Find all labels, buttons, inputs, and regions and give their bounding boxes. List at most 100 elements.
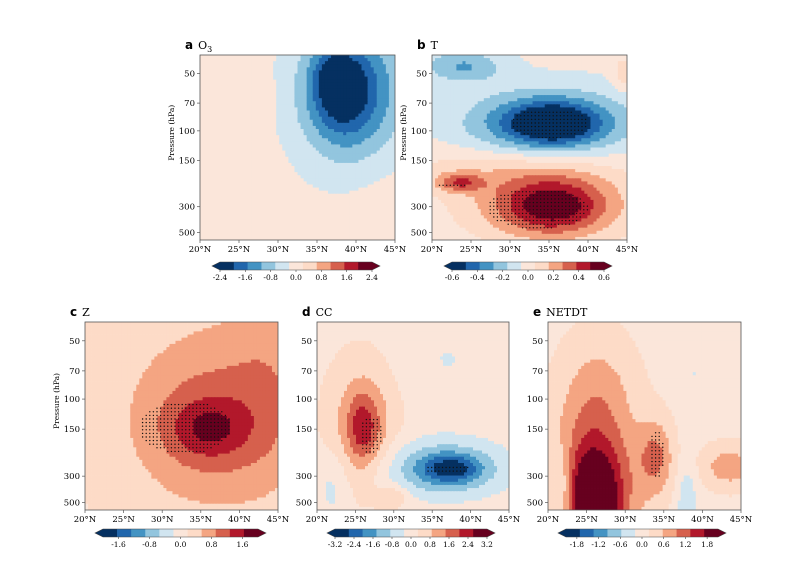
heatmap-cell	[361, 132, 365, 136]
heatmap-cell	[367, 119, 372, 124]
heatmap-cell	[553, 88, 558, 93]
heatmap-cell	[529, 58, 533, 62]
heatmap-cell	[547, 92, 552, 96]
heatmap-cell	[578, 67, 582, 71]
heatmap-cell	[318, 236, 323, 240]
heatmap-cell	[303, 215, 308, 219]
heatmap-cell	[282, 138, 286, 142]
heatmap-cell	[584, 88, 588, 93]
heatmap-cell	[379, 95, 384, 99]
heatmap-cell	[279, 110, 283, 114]
heatmap-cell	[218, 144, 222, 148]
heatmap-cell	[590, 73, 594, 77]
heatmap-cell	[346, 190, 350, 195]
heatmap-cell	[254, 92, 259, 96]
heatmap-cell	[242, 95, 247, 99]
heatmap-cell	[291, 184, 295, 188]
heatmap-cell	[566, 79, 570, 84]
heatmap-cell	[254, 125, 259, 130]
heatmap-cell	[236, 169, 241, 173]
heatmap-cell	[270, 98, 274, 102]
heatmap-cell	[297, 153, 301, 158]
heatmap-cell	[200, 227, 204, 232]
heatmap-cell	[245, 58, 250, 62]
heatmap-cell	[300, 85, 304, 90]
heatmap-cell	[291, 76, 295, 81]
heatmap-cell	[215, 212, 219, 216]
heatmap-cell	[248, 193, 253, 198]
heatmap-cell	[212, 150, 216, 155]
heatmap-cell	[349, 172, 353, 176]
heatmap-cell	[623, 92, 627, 96]
heatmap-cell	[324, 218, 329, 222]
heatmap-cell	[376, 113, 381, 118]
heatmap-cell	[312, 190, 317, 195]
heatmap-cell	[309, 61, 314, 65]
heatmap-cell	[334, 181, 338, 185]
heatmap-cell	[532, 76, 536, 81]
heatmap-cell	[294, 233, 298, 238]
heatmap-cell	[343, 215, 347, 219]
heatmap-cell	[520, 58, 524, 62]
heatmap-cell	[358, 141, 362, 145]
heatmap-cell	[203, 227, 207, 232]
heatmap-cell	[379, 132, 384, 136]
heatmap-cell	[248, 169, 253, 173]
heatmap-cell	[282, 206, 286, 210]
heatmap-cell	[514, 85, 518, 90]
heatmap-cell	[520, 98, 524, 102]
heatmap-cell	[340, 203, 344, 207]
heatmap-cell	[224, 172, 228, 176]
heatmap-cell	[318, 70, 323, 74]
heatmap-cell	[224, 181, 228, 185]
heatmap-cell	[367, 218, 372, 222]
heatmap-cell	[254, 113, 259, 118]
heatmap-cell	[388, 175, 393, 179]
heatmap-cell	[203, 224, 207, 229]
heatmap-cell	[315, 98, 320, 102]
heatmap-cell	[242, 110, 247, 114]
heatmap-cell	[391, 122, 395, 127]
heatmap-cell	[382, 212, 387, 216]
heatmap-cell	[297, 98, 301, 102]
heatmap-cell	[230, 58, 234, 62]
heatmap-cell	[315, 67, 320, 71]
heatmap-cell	[517, 55, 521, 59]
heatmap-cell	[331, 85, 335, 90]
heatmap-cell	[364, 76, 368, 81]
heatmap-cell	[303, 209, 308, 213]
heatmap-cell	[343, 199, 347, 204]
heatmap-cell	[260, 104, 265, 108]
heatmap-cell	[382, 172, 387, 176]
heatmap-cell	[468, 64, 473, 68]
heatmap-cell	[300, 141, 304, 145]
heatmap-cell	[291, 107, 295, 111]
heatmap-cell	[346, 129, 350, 133]
heatmap-cell	[587, 104, 591, 108]
heatmap-cell	[343, 178, 347, 182]
heatmap-cell	[456, 95, 460, 99]
heatmap-cell	[242, 141, 247, 145]
heatmap-cell	[337, 184, 341, 188]
heatmap-cell	[465, 58, 469, 62]
heatmap-cell	[239, 199, 244, 204]
heatmap-cell	[200, 79, 204, 84]
heatmap-cell	[623, 76, 627, 81]
heatmap-cell	[203, 196, 207, 201]
heatmap-cell	[239, 193, 244, 198]
heatmap-cell	[312, 153, 317, 158]
heatmap-cell	[505, 79, 509, 84]
heatmap-cell	[340, 138, 344, 142]
heatmap-cell	[553, 73, 558, 77]
heatmap-cell	[288, 181, 292, 185]
heatmap-cell	[376, 212, 381, 216]
heatmap-cell	[382, 209, 387, 213]
heatmap-cell	[285, 73, 289, 77]
heatmap-cell	[337, 236, 341, 240]
heatmap-cell	[358, 113, 362, 118]
heatmap-cell	[373, 236, 378, 240]
heatmap-cell	[355, 64, 359, 68]
heatmap-cell	[303, 129, 308, 133]
heatmap-cell	[581, 85, 585, 90]
heatmap-cell	[218, 221, 222, 225]
